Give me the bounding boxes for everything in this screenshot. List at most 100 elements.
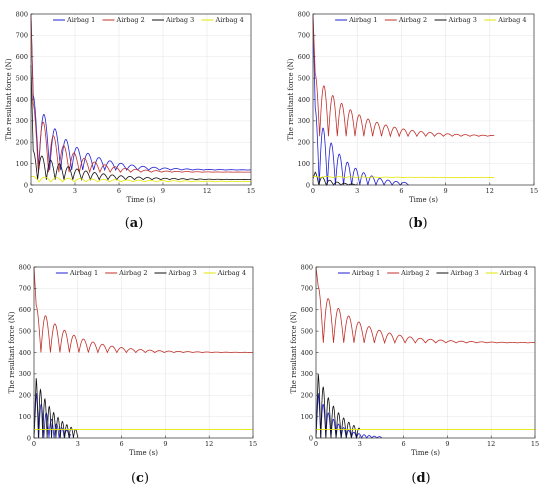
panel-caption: (d)	[411, 471, 430, 486]
x-tick-label: 6	[117, 187, 121, 195]
panel-caption: (c)	[131, 471, 149, 486]
x-tick-label: 0	[32, 440, 36, 448]
x-tick-label: 0	[29, 187, 33, 195]
y-axis-label: The resultant force (N)	[287, 58, 295, 140]
legend-label-airbag-3: Airbag 3	[448, 16, 477, 24]
x-tick-label: 12	[486, 187, 494, 195]
y-tick-label: 800	[19, 263, 31, 271]
y-tick-label: 100	[16, 160, 28, 168]
y-tick-label: 100	[301, 413, 313, 421]
series-line-airbag-3	[30, 65, 252, 182]
y-tick-label: 400	[298, 96, 310, 104]
y-tick-label: 0	[27, 434, 31, 442]
x-tick-label: 6	[399, 187, 403, 195]
y-tick-label: 100	[19, 413, 31, 421]
series-line-airbag-2	[312, 13, 495, 138]
y-tick-label: 300	[16, 117, 28, 125]
series-line-airbag-3	[312, 171, 358, 187]
y-tick-label: 400	[301, 349, 313, 357]
legend-label-airbag-3: Airbag 3	[165, 16, 194, 24]
y-tick-label: 200	[298, 139, 310, 147]
legend-label-airbag-1: Airbag 1	[351, 269, 380, 277]
x-tick-label: 12	[203, 187, 211, 195]
chart-panel-c: 0 100 200 300 400 500 600 700 800 0 3 6 9 12 15 Time (s…	[8, 263, 257, 486]
x-tick-label: 9	[163, 440, 167, 448]
y-tick-label: 400	[16, 96, 28, 104]
series-line-airbag-2	[315, 266, 536, 345]
legend-label-airbag-4: Airbag 4	[215, 16, 244, 24]
y-tick-label: 300	[301, 370, 313, 378]
y-tick-label: 300	[298, 117, 310, 125]
series-line-airbag-4	[31, 176, 252, 183]
legend-label-airbag-1: Airbag 1	[66, 16, 95, 24]
x-axis-label: Time (s)	[411, 449, 440, 457]
x-tick-label: 9	[445, 440, 449, 448]
x-tick-label: 12	[487, 440, 495, 448]
x-tick-label: 3	[73, 187, 77, 195]
y-tick-label: 800	[301, 263, 313, 271]
x-axis-label: Time (s)	[409, 196, 438, 204]
y-axis-label: The resultant force (N)	[290, 311, 298, 393]
y-tick-label: 300	[19, 370, 31, 378]
chart-panel-d: 0 100 200 300 400 500 600 700 800 0 3 6 9 12 15 Time (s…	[290, 263, 539, 486]
legend-label-airbag-1: Airbag 1	[69, 269, 98, 277]
y-tick-label: 0	[24, 181, 28, 189]
legend-label-airbag-2: Airbag 2	[398, 16, 427, 24]
legend-label-airbag-3: Airbag 3	[449, 269, 478, 277]
y-tick-label: 600	[301, 306, 313, 314]
x-tick-label: 3	[358, 440, 362, 448]
legend: Airbag 1 Airbag 2 Airbag 3 Airbag 4	[53, 16, 244, 24]
x-tick-label: 15	[530, 187, 538, 195]
y-tick-label: 400	[19, 349, 31, 357]
x-tick-label: 15	[531, 440, 539, 448]
y-tick-label: 500	[301, 327, 313, 335]
y-tick-label: 600	[16, 53, 28, 61]
chart-panel-a: 0 100 200 300 400 500 600 700 800 0 3 6 9 12 15 Time (s…	[5, 10, 255, 231]
legend-label-airbag-2: Airbag 2	[118, 269, 147, 277]
panel-caption: (b)	[408, 216, 427, 231]
y-axis-label: The resultant force (N)	[5, 58, 13, 140]
y-tick-label: 500	[16, 74, 28, 82]
legend-label-airbag-2: Airbag 2	[400, 269, 429, 277]
y-tick-label: 800	[16, 10, 28, 18]
legend-label-airbag-2: Airbag 2	[116, 16, 145, 24]
series-line-airbag-1	[30, 13, 252, 172]
legend-label-airbag-4: Airbag 4	[497, 16, 526, 24]
legend-label-airbag-1: Airbag 1	[348, 16, 377, 24]
series-line-airbag-2	[30, 13, 251, 174]
y-axis-label: The resultant force (N)	[8, 311, 16, 393]
series-line-airbag-1	[312, 13, 410, 187]
x-tick-label: 15	[249, 440, 257, 448]
x-tick-label: 3	[355, 187, 359, 195]
x-tick-label: 3	[76, 440, 80, 448]
x-axis-label: Time (s)	[129, 449, 158, 457]
y-tick-label: 700	[16, 32, 28, 40]
legend-label-airbag-4: Airbag 4	[499, 269, 528, 277]
legend: Airbag 1 Airbag 2 Airbag 3 Airbag 4	[55, 269, 246, 277]
x-tick-label: 9	[444, 187, 448, 195]
y-tick-label: 500	[298, 74, 310, 82]
y-tick-label: 200	[301, 392, 313, 400]
x-tick-label: 6	[402, 440, 406, 448]
series-line-airbag-1	[315, 393, 382, 440]
x-axis-label: Time (s)	[127, 196, 156, 204]
x-tick-label: 0	[314, 440, 318, 448]
x-tick-label: 15	[247, 187, 255, 195]
y-tick-label: 0	[309, 434, 313, 442]
series-line-airbag-4	[313, 176, 495, 178]
legend: Airbag 1 Airbag 2 Airbag 3 Airbag 4	[337, 269, 528, 277]
x-tick-label: 0	[311, 187, 315, 195]
y-tick-label: 500	[19, 327, 31, 335]
y-tick-label: 600	[298, 53, 310, 61]
series-line-airbag-2	[33, 266, 254, 354]
y-tick-label: 700	[298, 32, 310, 40]
y-tick-label: 200	[16, 139, 28, 147]
y-tick-label: 800	[298, 10, 310, 18]
legend: Airbag 1 Airbag 2 Airbag 3 Airbag 4	[335, 16, 527, 24]
y-tick-label: 200	[19, 392, 31, 400]
x-tick-label: 9	[161, 187, 165, 195]
y-tick-label: 600	[19, 306, 31, 314]
x-tick-label: 6	[120, 440, 124, 448]
legend-label-airbag-4: Airbag 4	[217, 269, 246, 277]
